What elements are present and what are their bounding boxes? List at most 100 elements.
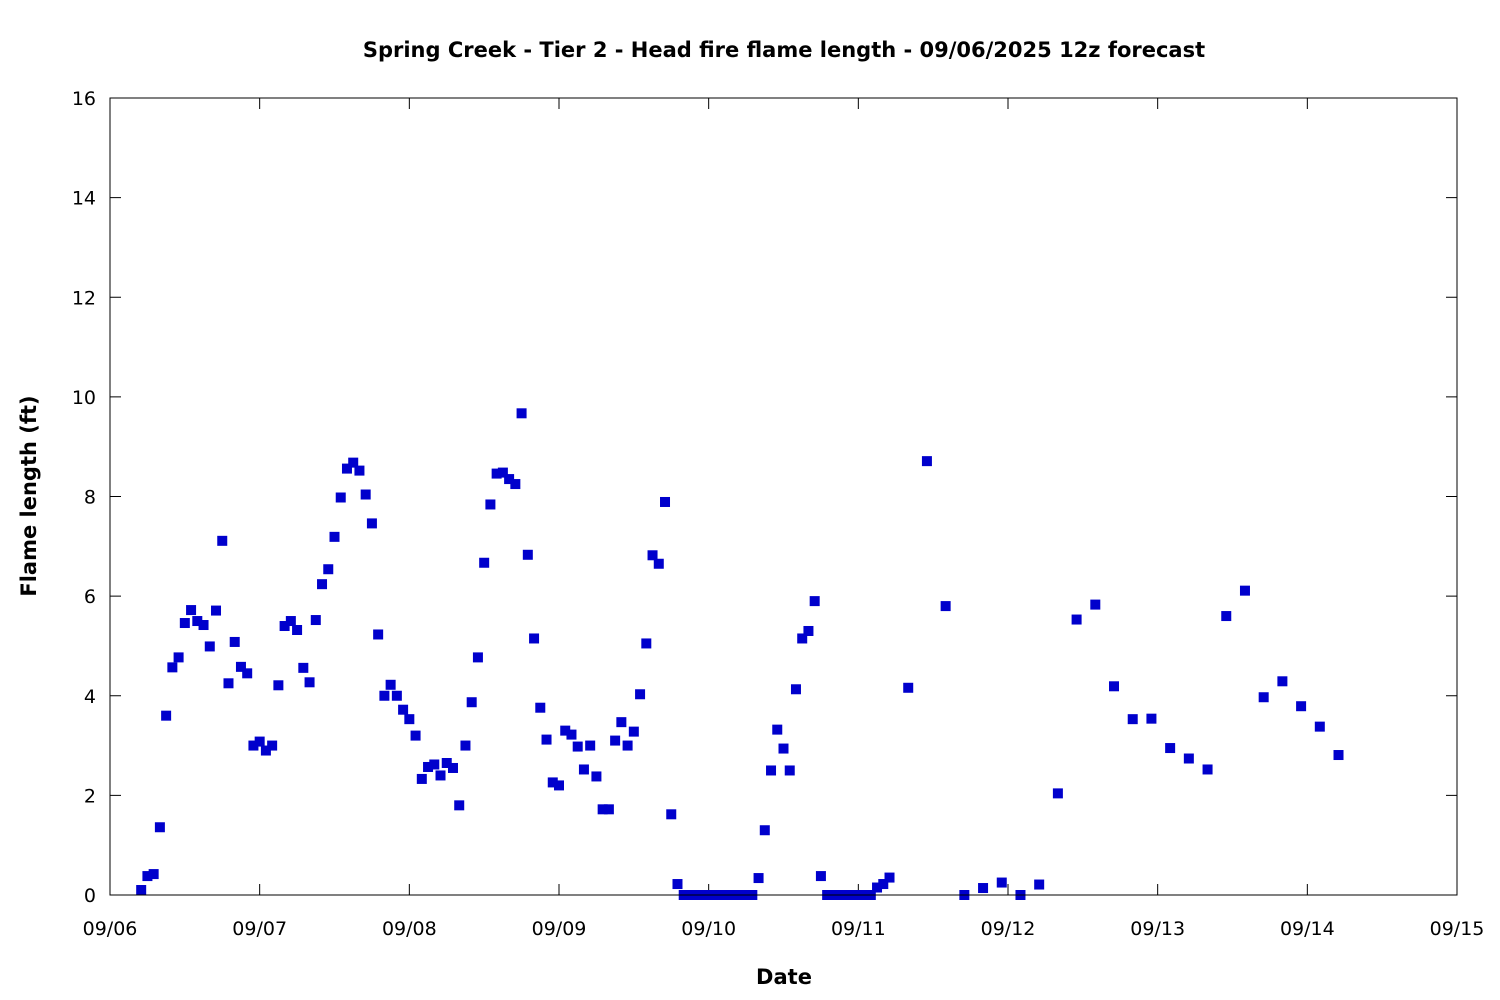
data-point [161, 710, 172, 721]
data-point [323, 564, 334, 575]
data-point [179, 618, 190, 629]
data-point [211, 605, 222, 616]
data-point [154, 822, 165, 833]
data-point [872, 882, 883, 893]
plot-area-border [109, 97, 1458, 896]
data-point [1296, 701, 1307, 712]
data-point [354, 465, 365, 476]
data-point [298, 662, 309, 673]
data-point [360, 489, 371, 500]
data-point [441, 758, 452, 768]
data-point [285, 616, 296, 627]
data-point [597, 804, 608, 815]
data-point [279, 621, 290, 632]
data-point [329, 531, 340, 542]
x-tick-label: 09/07 [232, 918, 287, 940]
x-tick-label: 09/06 [83, 918, 138, 940]
data-point [429, 759, 440, 770]
data-point [385, 679, 396, 690]
data-point [167, 662, 178, 673]
data-point [759, 825, 770, 836]
data-point [666, 809, 677, 820]
data-point [903, 682, 914, 693]
data-point [192, 616, 203, 627]
data-point [366, 518, 377, 529]
data-point [753, 873, 764, 884]
data-point [260, 745, 271, 756]
x-axis-label: Date [756, 965, 812, 989]
data-point [379, 690, 390, 701]
data-point [398, 704, 409, 715]
data-point [566, 729, 577, 740]
data-point [628, 726, 639, 737]
x-tick-label: 09/08 [382, 918, 437, 940]
data-point [173, 652, 184, 663]
data-point [292, 625, 303, 635]
y-axis-label: Flame length (ft) [17, 395, 41, 596]
x-tick-label: 09/10 [681, 918, 736, 940]
data-point [884, 872, 895, 883]
data-point [1183, 753, 1194, 764]
data-point [491, 468, 502, 479]
y-tick-label: 2 [84, 785, 96, 807]
data-points [136, 408, 1344, 900]
data-point [391, 690, 402, 701]
data-point [267, 740, 278, 751]
data-point [454, 800, 465, 811]
data-point [921, 456, 932, 467]
data-point [547, 777, 558, 788]
data-point [1109, 681, 1120, 692]
y-tick-label: 6 [84, 586, 96, 608]
data-point [585, 740, 596, 751]
data-point [460, 740, 471, 751]
data-point [497, 467, 508, 478]
data-point [603, 804, 614, 815]
data-point [148, 869, 159, 880]
data-point [510, 479, 521, 490]
data-point [784, 765, 795, 776]
data-point [198, 620, 209, 631]
data-point [1258, 692, 1269, 703]
data-point [797, 633, 808, 644]
data-point [622, 740, 633, 751]
data-point [535, 702, 546, 713]
data-point [790, 684, 801, 695]
y-tick-label: 10 [72, 387, 96, 409]
data-point [996, 877, 1007, 888]
data-point [772, 724, 783, 735]
data-point [578, 764, 589, 775]
data-point [142, 871, 153, 882]
data-point [1071, 614, 1082, 625]
y-tick-label: 8 [84, 487, 96, 509]
data-point [404, 714, 415, 725]
x-tick-label: 09/14 [1280, 918, 1335, 940]
data-point [516, 408, 527, 419]
data-point [416, 773, 427, 784]
data-point [1127, 714, 1138, 725]
data-point [223, 678, 234, 689]
data-point [541, 734, 552, 745]
data-point [504, 474, 515, 485]
data-point [591, 771, 602, 782]
data-point [242, 668, 253, 679]
data-point [1333, 750, 1344, 761]
data-point [660, 496, 671, 507]
y-tick-label: 0 [84, 885, 96, 907]
data-point [423, 761, 434, 772]
data-point [1146, 713, 1157, 724]
data-point [778, 743, 789, 754]
data-point [186, 605, 197, 616]
data-point [348, 457, 359, 468]
data-point [1239, 585, 1250, 596]
data-point [254, 736, 265, 747]
y-tick-label: 4 [84, 686, 96, 708]
tick-labels: 09/06 09/07 09/08 09/09 09/10 09/11 09/12 09/13… [72, 88, 1485, 940]
y-tick-label: 14 [72, 188, 96, 210]
data-point [373, 629, 384, 640]
data-point [317, 579, 328, 590]
x-tick-label: 09/13 [1130, 918, 1185, 940]
data-point [341, 463, 352, 474]
y-tick-label: 16 [72, 88, 96, 110]
data-point [978, 883, 989, 894]
